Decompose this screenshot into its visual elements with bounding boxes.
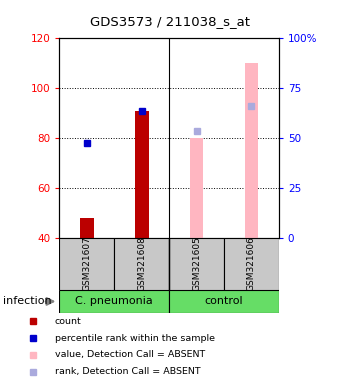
Text: C. pneumonia: C. pneumonia	[75, 296, 153, 306]
Bar	[244, 63, 258, 238]
Text: GSM321608: GSM321608	[137, 237, 146, 291]
Bar	[135, 111, 149, 238]
Text: GSM321606: GSM321606	[247, 237, 256, 291]
Text: control: control	[205, 296, 243, 306]
Text: infection: infection	[3, 296, 52, 306]
Text: GDS3573 / 211038_s_at: GDS3573 / 211038_s_at	[90, 15, 250, 28]
Bar	[80, 218, 94, 238]
Bar	[224, 238, 279, 290]
Text: GSM321605: GSM321605	[192, 237, 201, 291]
Text: value, Detection Call = ABSENT: value, Detection Call = ABSENT	[54, 351, 205, 359]
Bar	[114, 238, 169, 290]
Text: rank, Detection Call = ABSENT: rank, Detection Call = ABSENT	[54, 367, 200, 376]
Text: GSM321607: GSM321607	[82, 237, 91, 291]
Bar	[59, 290, 169, 313]
Bar	[169, 238, 224, 290]
Bar	[190, 138, 203, 238]
Text: count: count	[54, 317, 81, 326]
Bar	[169, 290, 279, 313]
Text: percentile rank within the sample: percentile rank within the sample	[54, 334, 215, 343]
Bar	[59, 238, 114, 290]
